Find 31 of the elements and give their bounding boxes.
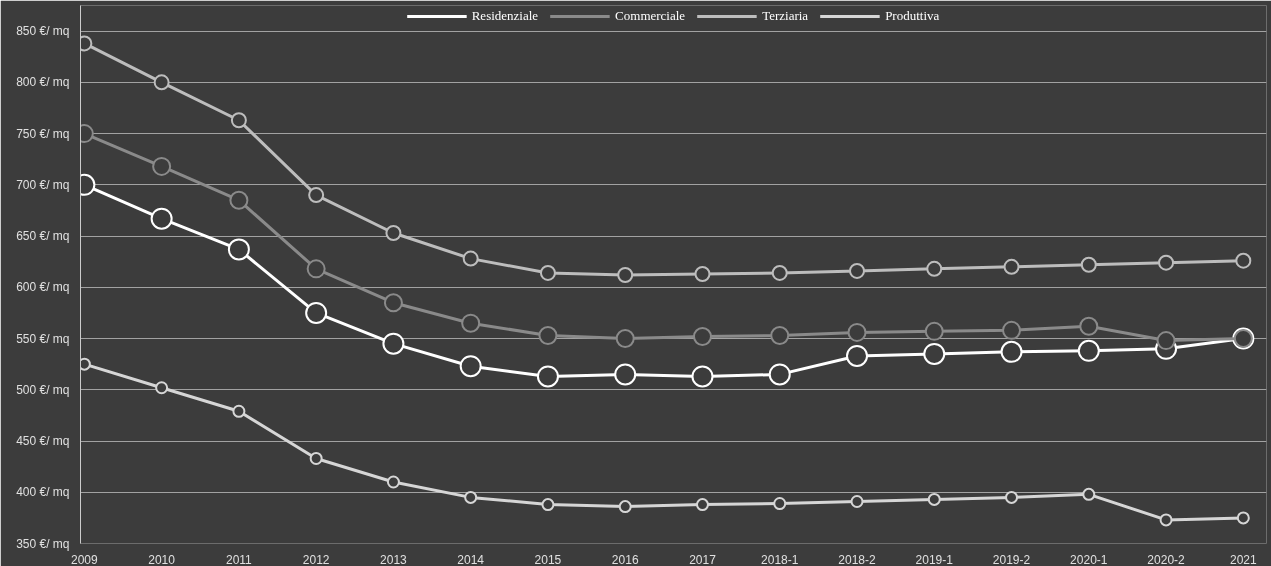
x-tick-label: 2015 xyxy=(534,552,562,566)
y-tick-label: 700 €/ mq xyxy=(16,177,70,192)
x-tick-label: 2019-1 xyxy=(915,552,954,566)
x-tick-label: 2010 xyxy=(148,552,176,566)
y-tick-label: 350 €/ mq xyxy=(16,536,70,551)
y-tick-label: 550 €/ mq xyxy=(16,331,70,346)
x-tick-label: 2020-2 xyxy=(1147,552,1186,566)
y-tick-label: 850 €/ mq xyxy=(16,24,70,39)
x-tick-label: 2018-1 xyxy=(761,552,799,566)
y-tick-label: 500 €/ mq xyxy=(16,382,70,397)
y-tick-label: 450 €/ mq xyxy=(16,434,70,449)
legend-label: Terziaria xyxy=(762,8,809,24)
y-tick-label: 600 €/ mq xyxy=(16,280,70,295)
legend-label: Commerciale xyxy=(615,8,686,24)
x-tick-label: 2020-1 xyxy=(1070,552,1108,566)
y-tick-label: 800 €/ mq xyxy=(16,75,70,90)
x-tick-label: 2012 xyxy=(302,552,330,566)
x-tick-label: 2016 xyxy=(611,552,639,566)
y-tick-label: 650 €/ mq xyxy=(16,229,70,244)
x-tick-label: 2013 xyxy=(380,552,408,566)
x-tick-label: 2021 xyxy=(1229,552,1257,566)
y-tick-label: 400 €/ mq xyxy=(16,485,70,500)
y-tick-label: 750 €/ mq xyxy=(16,126,70,141)
x-tick-label: 2009 xyxy=(71,552,99,566)
legend-label: Produttiva xyxy=(885,8,940,24)
x-tick-label: 2019-2 xyxy=(992,552,1031,566)
legend-label: Residenziale xyxy=(471,8,539,24)
x-tick-label: 2011 xyxy=(225,552,253,566)
x-tick-label: 2017 xyxy=(689,552,717,566)
x-tick-label: 2014 xyxy=(457,552,485,566)
x-tick-label: 2018-2 xyxy=(838,552,877,566)
